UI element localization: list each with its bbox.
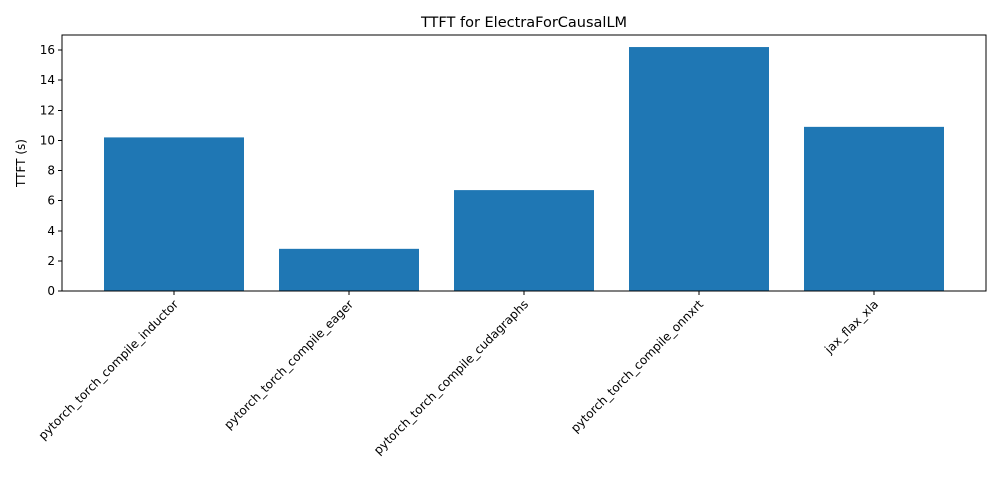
y-tick-label: 6 (47, 194, 55, 208)
bar-pytorch_torch_compile_onnxrt (629, 47, 769, 291)
x-tick-label: pytorch_torch_compile_onnxrt (568, 297, 706, 435)
y-tick-label: 10 (40, 133, 55, 147)
y-tick-label: 14 (40, 73, 55, 87)
x-tick-label: jax_flax_xla (821, 297, 881, 357)
y-tick-label: 16 (40, 43, 55, 57)
bar-pytorch_torch_compile_cudagraphs (454, 190, 594, 291)
x-tick-label: pytorch_torch_compile_eager (221, 297, 356, 432)
bars-layer (104, 47, 944, 291)
y-tick-label: 8 (47, 164, 55, 178)
y-tick-label: 4 (47, 224, 55, 238)
x-ticks-layer: pytorch_torch_compile_inductor pytorch_to… (36, 291, 881, 457)
bar-pytorch_torch_compile_eager (279, 248, 419, 291)
plot-frame (61, 34, 987, 292)
y-ticks-layer: 0 2 4 6 8 10 12 14 16 (40, 43, 62, 298)
x-tick-label: pytorch_torch_compile_cudagraphs (371, 297, 531, 457)
y-tick-label: 0 (47, 284, 55, 298)
x-tick-label: pytorch_torch_compile_inductor (36, 297, 181, 442)
y-axis-label: TTFT (s) (14, 139, 28, 188)
bar-pytorch_torch_compile_inductor (104, 137, 244, 291)
y-tick-label: 2 (47, 254, 55, 268)
y-tick-label: 12 (40, 103, 55, 117)
bar-jax_flax_xla (804, 126, 944, 291)
chart-title: TTFT for ElectraForCausalLM (420, 15, 627, 31)
